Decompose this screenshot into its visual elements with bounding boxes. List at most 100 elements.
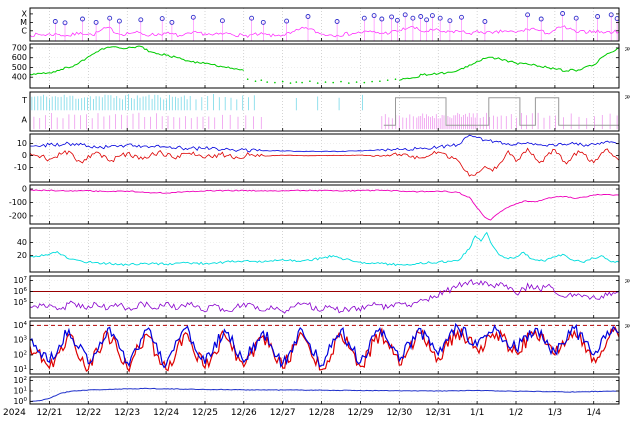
- x-axis-date-label: 12/29: [348, 408, 374, 418]
- y-tick-label: X: [22, 9, 28, 18]
- x-axis-year-label: 2024: [3, 408, 26, 418]
- y-tick-label: 107: [13, 276, 27, 285]
- dst-index: [30, 189, 619, 221]
- flux-goes-red: [30, 325, 619, 373]
- panel-border: [29, 91, 620, 132]
- sw-density: [30, 231, 619, 267]
- speed-sparse: [246, 78, 397, 84]
- y-tick-label: 40: [17, 238, 27, 247]
- panel-series: [30, 45, 619, 84]
- gridlines: [30, 44, 619, 88]
- gridlines: [30, 276, 619, 318]
- speed-late: [399, 47, 619, 81]
- y-tick-label: 104: [13, 321, 27, 330]
- x-axis-date-label: 12/24: [153, 408, 179, 418]
- x-axis-date-label: 1/3: [548, 408, 562, 418]
- panel-series: [30, 189, 619, 221]
- x-axis-date-label: 12/25: [192, 408, 218, 418]
- flare-event-markers: [52, 11, 619, 41]
- panel-series: [30, 322, 619, 373]
- panel-series: [30, 387, 619, 402]
- y-tick-label: 101: [13, 387, 27, 396]
- gridlines: [49, 8, 594, 41]
- imf-bt: [30, 134, 619, 153]
- xray-background: [30, 25, 619, 38]
- panel-series: [30, 11, 619, 41]
- x-axis-date-label: 12/31: [425, 408, 451, 418]
- panel-border: [29, 227, 620, 273]
- y-tick-label: 500: [12, 63, 27, 72]
- panel-border: [29, 7, 620, 42]
- y-tick-label: 105: [13, 298, 27, 307]
- x-axis-date-label: 12/27: [270, 408, 296, 418]
- panel-border: [29, 43, 620, 89]
- panel-border: [29, 184, 620, 225]
- panel-dst: 0 -100 -200: [9, 184, 620, 225]
- panel-border: [29, 133, 620, 183]
- x-axis-date-label: 12/23: [114, 408, 140, 418]
- gridlines: [30, 228, 619, 272]
- y-tick-label: C: [21, 26, 27, 35]
- flux-goes-blue: [30, 322, 619, 369]
- x-axis-date-label: 1/1: [470, 408, 484, 418]
- y-tick-label: 400: [12, 73, 27, 82]
- speed-early: [30, 45, 244, 76]
- y-tick-label: -200: [9, 211, 27, 220]
- panel-event-bars: T A R: [21, 91, 630, 132]
- right-edge-flag: R: [623, 324, 630, 328]
- y-tick-label: 102: [13, 350, 27, 359]
- y-tick-label: T: [21, 96, 27, 105]
- y-tick-label: 600: [12, 53, 27, 62]
- gridlines: [49, 92, 594, 131]
- x-axis-date-label: 1/2: [509, 408, 523, 418]
- right-edge-flag: R: [623, 47, 630, 51]
- panel-series: [30, 134, 619, 177]
- right-edge-flag: R: [623, 95, 630, 99]
- gridlines: [30, 377, 619, 404]
- y-tick-label: 10: [17, 139, 27, 148]
- telemetry-step: [383, 97, 619, 126]
- y-tick-label: -100: [9, 198, 27, 207]
- y-tick-label: -10: [14, 163, 27, 172]
- event-tick-marks: [31, 94, 363, 111]
- y-tick-label: M: [20, 18, 27, 27]
- y-tick-label: 20: [17, 251, 27, 260]
- y-tick-label: 0: [22, 151, 27, 160]
- y-tick-label: 700: [12, 43, 27, 52]
- y-tick-label: A: [22, 116, 28, 125]
- event-tick-marks: [33, 112, 618, 130]
- gridlines: [30, 321, 619, 374]
- panel-electron-flux: 104 103 102 101 R: [13, 320, 630, 375]
- panel-border: [29, 376, 620, 405]
- y-tick-label: 101: [13, 365, 27, 374]
- panel-proton-flux: 107 106 105 R: [13, 275, 630, 319]
- x-axis-date-label: 1/4: [586, 408, 601, 418]
- x-axis-date-label: 12/22: [75, 408, 101, 418]
- panel-xray-flux: XMC: [20, 7, 620, 42]
- right-edge-flag: R: [623, 279, 630, 283]
- y-tick-label: 100: [13, 397, 27, 406]
- x-axis-date-label: 12/21: [36, 408, 62, 418]
- x-axis-labels: 12/21 12/22 12/23 12/24 12/25 12/26 12/27 12/28…: [3, 408, 601, 418]
- x-axis-date-label: 12/30: [386, 408, 412, 418]
- panel-series: [30, 279, 619, 314]
- y-tick-label: 0: [22, 185, 27, 194]
- x-axis-date-label: 12/26: [231, 408, 257, 418]
- y-tick-label: 106: [13, 287, 27, 296]
- bottom-index-line: [30, 387, 619, 402]
- proton-flux-line: [30, 279, 619, 314]
- x-axis-date-label: 12/28: [309, 408, 335, 418]
- y-tick-label: 102: [13, 376, 27, 385]
- imf-bz: [30, 147, 619, 177]
- panel-imf: 10 0 -10: [14, 133, 620, 183]
- panel-series: [31, 94, 619, 130]
- panel-border: [29, 320, 620, 375]
- panel-series: [30, 231, 619, 267]
- y-tick-label: 103: [13, 336, 27, 345]
- gridlines: [30, 134, 619, 182]
- panel-border: [29, 275, 620, 319]
